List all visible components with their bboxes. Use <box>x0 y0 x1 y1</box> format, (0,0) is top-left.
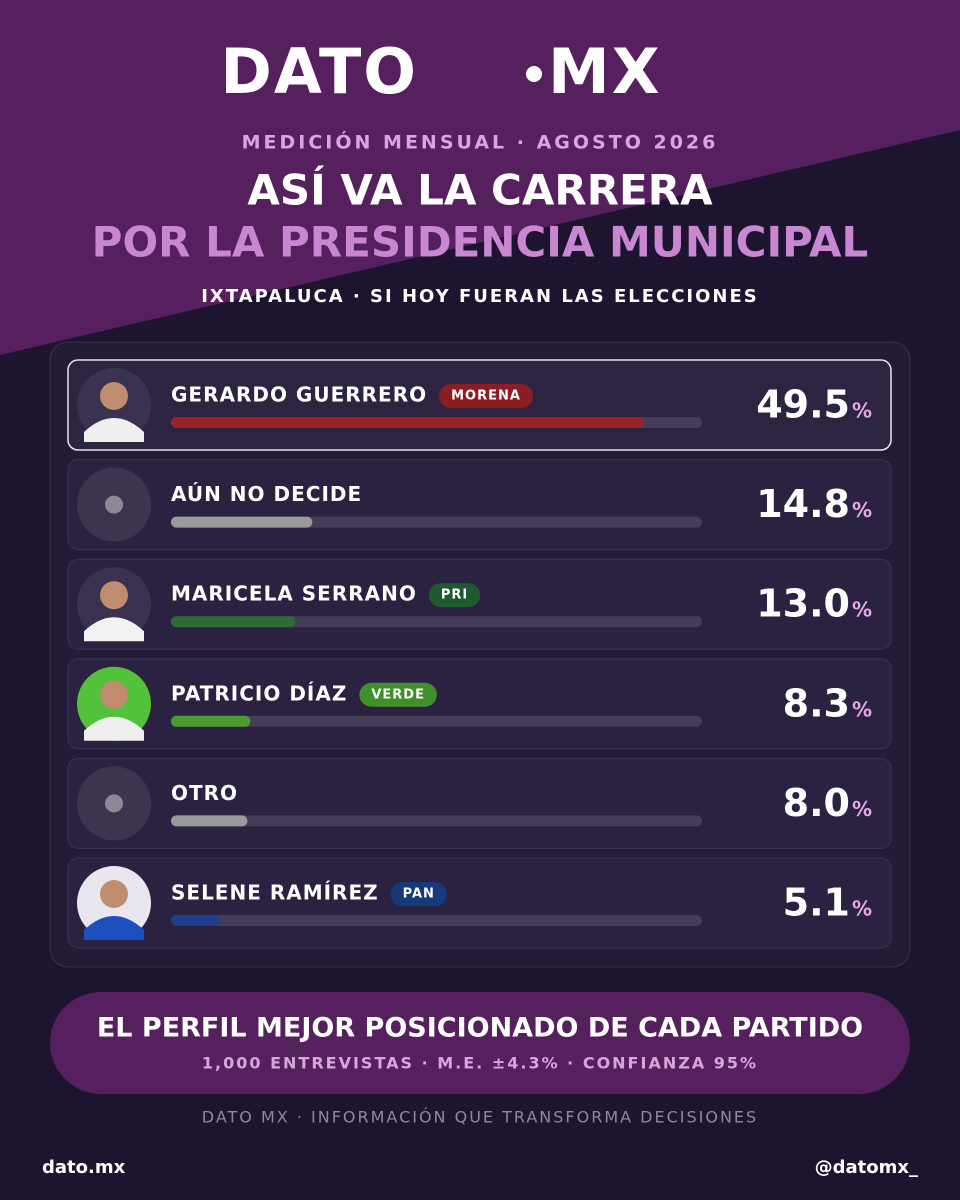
subtitle: MEDICIÓN MENSUAL · AGOSTO 2026 <box>242 130 719 154</box>
value-label: 13.0 <box>756 582 850 626</box>
avatar-head <box>100 581 128 610</box>
value-unit: % <box>852 697 872 721</box>
value-label: 14.8 <box>756 482 850 526</box>
bar-track <box>171 815 702 827</box>
bar <box>171 915 220 926</box>
party-label: PRI <box>441 588 468 603</box>
party-badge <box>390 882 447 906</box>
party-label: PAN <box>403 887 435 902</box>
background-band <box>0 0 960 355</box>
avatar-head <box>100 382 128 410</box>
avatar-body <box>84 916 144 940</box>
avatar-body <box>84 418 144 442</box>
methodology: 1,000 ENTREVISTAS · M.E. ±4.3% · CONFIAN… <box>202 1054 758 1073</box>
website: dato.mx <box>42 1157 126 1178</box>
footer-pill <box>50 992 910 1094</box>
handle: @datomx_ <box>815 1157 918 1178</box>
bar <box>171 516 313 528</box>
logo-dot <box>526 66 542 82</box>
bar <box>171 715 251 727</box>
candidate-name: OTRO <box>171 781 238 805</box>
value-unit: % <box>852 598 872 622</box>
value-unit: % <box>852 498 872 522</box>
party-badge <box>439 384 533 408</box>
value-label: 8.3 <box>783 681 850 725</box>
bar-track <box>171 616 702 628</box>
avatar-head <box>100 680 128 709</box>
value-unit: % <box>852 399 872 423</box>
party-label: MORENA <box>451 389 521 404</box>
logo-left: DATO <box>220 35 418 108</box>
candidate-name: SELENE RAMÍREZ <box>171 881 379 905</box>
bar-track <box>171 915 702 926</box>
bar <box>171 417 644 428</box>
party-badge <box>428 583 481 608</box>
party-badge <box>359 682 437 707</box>
bar-track <box>171 715 702 727</box>
candidate-name: AÚN NO DECIDE <box>171 482 362 506</box>
candidate-name: GERARDO GUERRERO <box>171 383 427 407</box>
title-line2: POR LA PRESIDENCIA MUNICIPAL <box>92 218 869 267</box>
value-unit: % <box>852 797 872 821</box>
value-unit: % <box>852 897 872 921</box>
value-label: 5.1 <box>783 881 850 925</box>
value-label: 8.0 <box>783 781 850 825</box>
slogan: DATO MX · INFORMACIÓN QUE TRANSFORMA DEC… <box>202 1108 758 1127</box>
title-line1: ASÍ VA LA CARRERA <box>247 165 713 215</box>
tagline: IXTAPALUCA · SI HOY FUERAN LAS ELECCIONE… <box>201 286 759 307</box>
avatar-head <box>100 880 128 908</box>
candidate-name: PATRICIO DÍAZ <box>171 681 347 705</box>
bar <box>171 815 248 827</box>
avatar-dot <box>105 794 123 813</box>
party-label: VERDE <box>371 687 425 702</box>
candidate-name: MARICELA SERRANO <box>171 582 417 606</box>
footer-headline: EL PERFIL MEJOR POSICIONADO DE CADA PART… <box>97 1013 863 1044</box>
avatar-dot <box>105 495 123 514</box>
value-label: 49.5 <box>756 383 850 427</box>
avatar-body <box>84 617 144 642</box>
logo-right: MX <box>548 35 662 108</box>
bar <box>171 616 296 628</box>
avatar-body <box>84 716 144 741</box>
